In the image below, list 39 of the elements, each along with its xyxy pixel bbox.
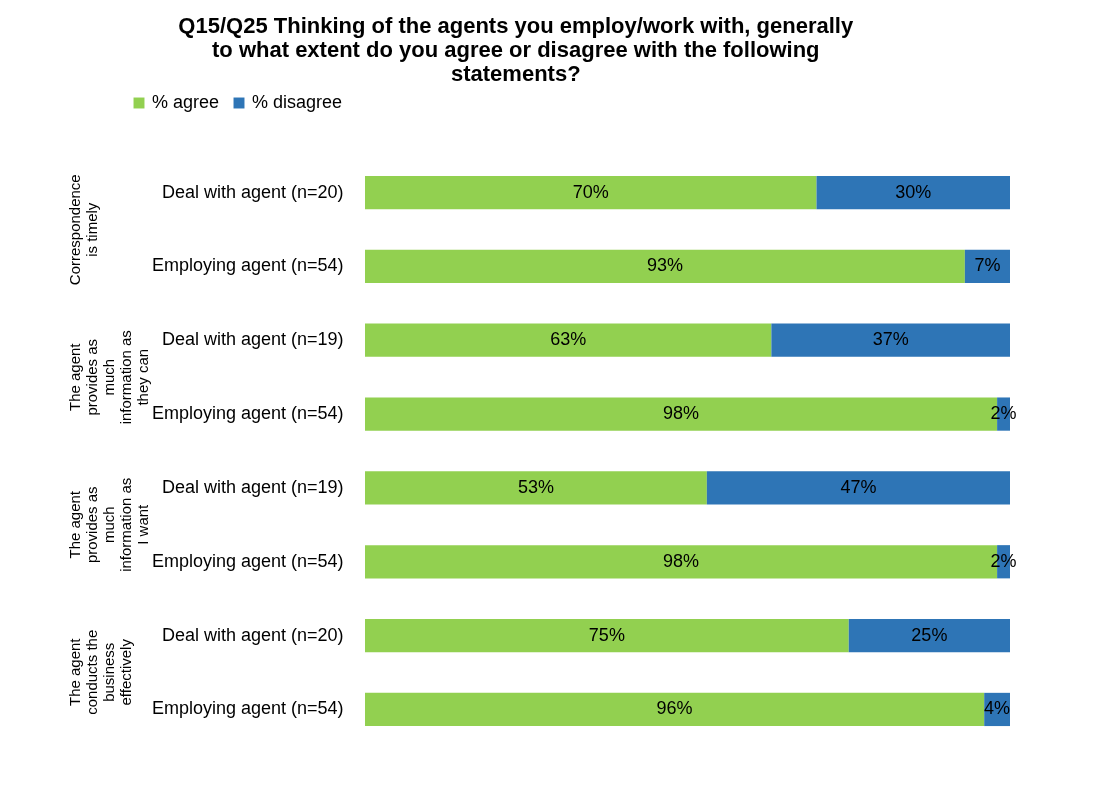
y-tick-label: Employing agent (n=54)	[151, 403, 344, 424]
data-label: 75%	[588, 624, 625, 645]
y-tick-label: Deal with agent (n=19)	[161, 329, 344, 350]
y-tick-label: Employing agent (n=54)	[151, 550, 344, 571]
data-label: 30%	[895, 181, 932, 202]
bar	[816, 175, 1010, 210]
data-label: 70%	[572, 181, 609, 202]
data-label: 96%	[656, 698, 693, 719]
y-tick-label: Employing agent (n=54)	[151, 255, 344, 276]
bar	[365, 618, 849, 653]
bar	[771, 323, 1010, 357]
bar	[365, 249, 965, 284]
data-label: 25%	[911, 624, 948, 645]
y-tick-label: Deal with agent (n=19)	[161, 476, 344, 497]
bar	[365, 471, 707, 505]
data-label: 98%	[663, 550, 700, 571]
data-label: 63%	[550, 329, 587, 350]
legend-label: % agree	[152, 92, 220, 112]
chart-title: Q15/Q25 Thinking of the agents you employ/work with, generally to what extent do you agree or disagree with the following statements?	[178, 13, 854, 86]
data-label: 37%	[872, 329, 909, 350]
y-tick-label: Deal with agent (n=20)	[161, 181, 344, 202]
bar	[848, 618, 1010, 653]
text: The agent provides as much information as they can	[66, 330, 151, 425]
data-label: 98%	[663, 403, 700, 424]
text: The agent provides as much information as I want	[66, 477, 151, 572]
text: Correspondence is timely	[66, 174, 100, 286]
bar	[365, 692, 985, 727]
text: The agent conducts the business effectively	[66, 629, 134, 715]
legend-label: % disagree	[252, 92, 343, 112]
data-label: 4%	[984, 698, 1011, 719]
y-tick-label: Deal with agent (n=20)	[161, 624, 344, 645]
y-tick-label: Employing agent (n=54)	[151, 698, 344, 719]
data-label: 53%	[517, 476, 554, 497]
bar	[365, 175, 817, 210]
data-label: 93%	[646, 255, 683, 276]
data-label: 47%	[840, 476, 877, 497]
bar	[706, 471, 1010, 505]
data-label: 7%	[974, 255, 1001, 276]
bar	[365, 323, 772, 357]
